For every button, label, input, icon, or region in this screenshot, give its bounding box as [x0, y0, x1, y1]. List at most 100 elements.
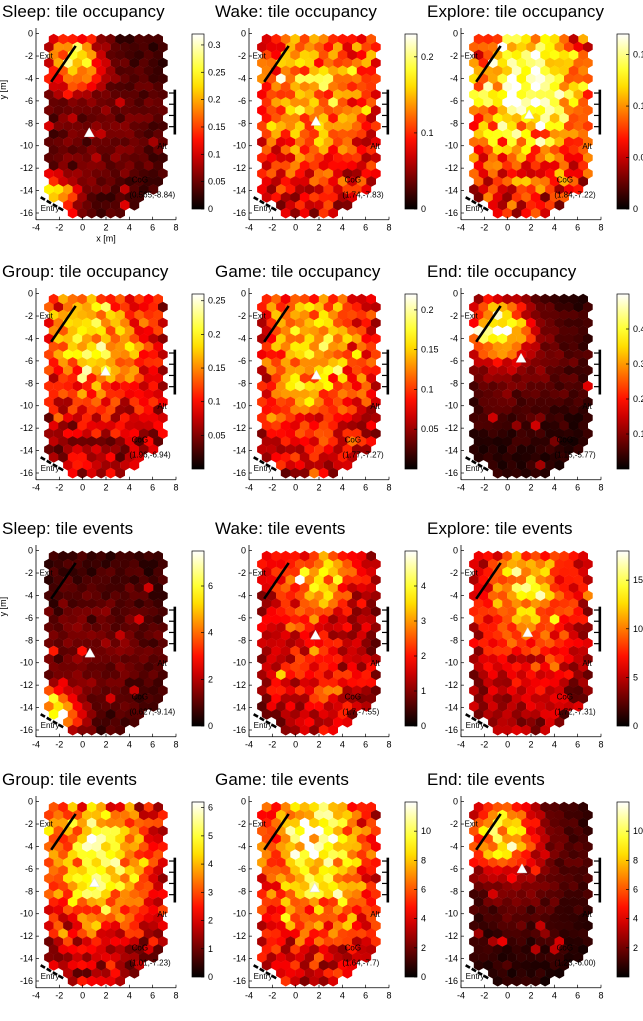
- x-tick-label: 0: [293, 991, 298, 1001]
- tile: [554, 444, 565, 455]
- y-tick-label: -14: [20, 703, 33, 713]
- tile: [299, 661, 310, 673]
- tile: [153, 629, 163, 641]
- tile: [110, 558, 121, 570]
- tile: [105, 645, 116, 657]
- tile: [573, 152, 584, 164]
- tile: [153, 33, 163, 45]
- colorbar-tick-label: 0.15: [421, 345, 439, 355]
- tile: [573, 89, 584, 100]
- tile: [115, 693, 125, 704]
- tile: [361, 841, 372, 853]
- tile: [101, 574, 111, 586]
- tile: [120, 653, 130, 665]
- tile: [583, 57, 593, 69]
- tile: [318, 341, 329, 352]
- tile: [554, 349, 565, 360]
- tile: [469, 701, 479, 712]
- tile: [342, 380, 353, 392]
- cog-marker: [310, 115, 322, 126]
- tile: [323, 653, 334, 665]
- tile: [72, 809, 83, 821]
- tile: [530, 309, 541, 321]
- tile: [285, 333, 296, 345]
- tile: [568, 645, 579, 657]
- tile: [549, 160, 560, 172]
- tile: [356, 645, 367, 657]
- y-tick-label: -14: [20, 186, 33, 196]
- tile: [511, 833, 522, 845]
- tile: [101, 412, 111, 424]
- tile: [535, 825, 546, 837]
- tile: [573, 873, 584, 884]
- colorbar-tick-label: 0.05: [633, 153, 643, 163]
- tile: [478, 873, 489, 884]
- tile: [290, 388, 300, 400]
- tile: [139, 152, 149, 164]
- tile: [559, 708, 569, 720]
- tile: [473, 309, 484, 321]
- tile: [473, 912, 484, 924]
- colorbar-tick-label: 5: [633, 672, 638, 682]
- tile: [72, 89, 83, 100]
- tile: [578, 817, 588, 829]
- tile: [473, 677, 484, 689]
- tile: [304, 136, 315, 148]
- alt-label: Alt: [157, 402, 167, 411]
- tile: [48, 817, 59, 829]
- tile: [483, 191, 493, 203]
- tile: [578, 582, 588, 594]
- tile: [304, 952, 315, 963]
- tile: [549, 65, 560, 77]
- tile: [347, 959, 357, 971]
- tile: [347, 33, 357, 45]
- tile: [257, 606, 267, 617]
- tile: [77, 207, 87, 219]
- tile: [110, 606, 121, 617]
- exit-wall: [50, 813, 77, 851]
- tile: [333, 41, 343, 53]
- tile: [497, 396, 508, 408]
- tile: [309, 944, 319, 955]
- y-tick-label: -8: [450, 886, 458, 896]
- tile: [492, 65, 503, 77]
- entry-wall: [40, 196, 65, 212]
- tile: [328, 661, 338, 673]
- tile: [82, 333, 92, 345]
- tile: [276, 606, 286, 617]
- tile: [347, 880, 357, 892]
- tile: [535, 873, 546, 884]
- x-tick-label: -2: [480, 223, 488, 233]
- tile: [564, 412, 574, 424]
- tile: [91, 936, 102, 947]
- tile: [540, 404, 550, 416]
- y-tick-label: -12: [233, 423, 246, 433]
- tile: [540, 944, 550, 955]
- tile: [115, 309, 125, 321]
- tile: [134, 645, 144, 657]
- tile: [492, 582, 503, 594]
- tile: [290, 801, 300, 813]
- colorbar-tick-label: 0: [633, 721, 638, 731]
- tile: [72, 412, 83, 424]
- tile: [564, 428, 574, 439]
- tile: [366, 176, 376, 187]
- tile: [549, 420, 560, 432]
- tile: [530, 959, 541, 971]
- tile: [266, 653, 277, 665]
- colorbar-tick-label: 2: [421, 651, 426, 661]
- tile: [285, 873, 296, 884]
- tile: [134, 693, 144, 704]
- tile: [139, 168, 149, 179]
- tile: [44, 365, 54, 376]
- tile: [521, 849, 531, 860]
- tile: [72, 558, 83, 570]
- tile: [535, 904, 546, 916]
- tile: [328, 566, 338, 578]
- tile: [304, 349, 315, 360]
- tile: [271, 896, 281, 908]
- tile: [540, 629, 550, 641]
- tile: [559, 693, 569, 704]
- tile: [549, 191, 560, 203]
- tile: [473, 661, 484, 673]
